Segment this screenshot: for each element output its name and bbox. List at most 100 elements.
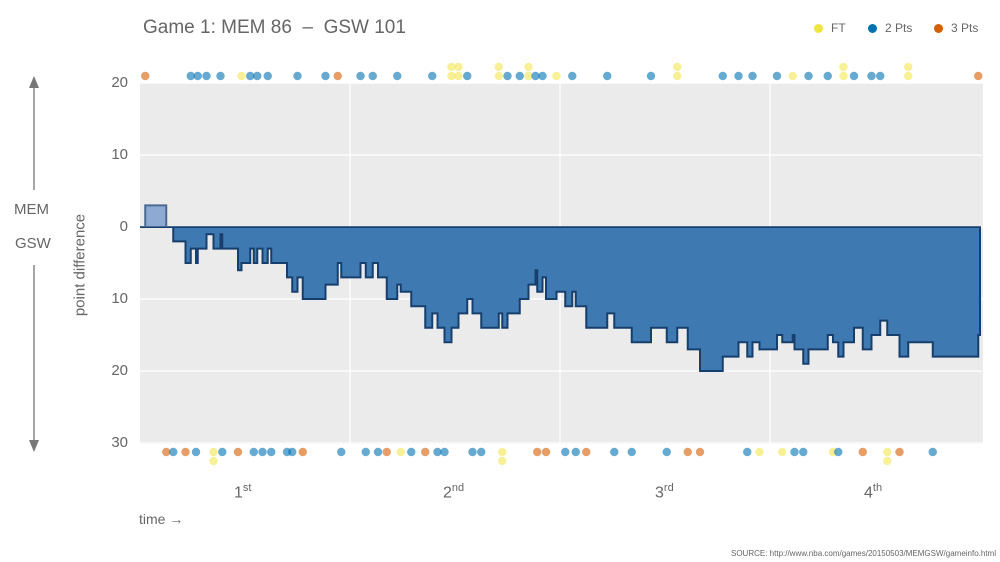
mem-score-ft-dot [552,71,561,81]
gsw-score-two-dot [433,447,442,457]
y-tick-label: 20 [111,362,128,379]
arrow-down-icon [29,440,39,452]
gsw-score-two-dot [407,447,416,457]
mem-score-ft-dot [673,71,682,81]
legend-item-ft: FT [814,21,846,35]
mem-score-ft-dot [494,71,503,81]
gsw-score-three-dot [162,447,171,457]
three-pts-legend-dot-icon [934,23,943,33]
legend-label: 2 Pts [885,21,913,35]
mem-score-two-dot [503,71,512,81]
mem-score-ft-dot [524,62,533,72]
mem-score-two-dot [253,71,262,81]
gsw-score-ft-dot [396,447,405,457]
gsw-score-ft-dot [883,456,892,466]
mem-score-ft-dot [237,71,246,81]
gsw-score-two-dot [790,447,799,457]
mem-score-ft-dot [454,71,463,81]
gsw-score-three-dot [683,447,692,457]
gsw-score-two-dot [249,447,258,457]
gsw-score-three-dot [298,447,307,457]
gsw-score-three-dot [421,447,430,457]
mem-score-two-dot [772,71,782,81]
mem-score-ft-dot [494,62,503,72]
mem-score-two-dot [867,71,876,81]
mem-score-two-dot [202,71,211,81]
y-axis-label: point difference [71,213,89,317]
gsw-score-two-dot [834,447,843,457]
mem-score-two-dot [515,71,524,81]
gsw-score-two-dot [218,447,227,457]
mem-score-ft-dot [904,71,913,81]
gsw-score-ft-dot [883,447,892,457]
gsw-score-two-dot [337,447,346,457]
mem-score-ft-dot [839,62,848,72]
two-pts-legend-dot-icon [868,23,877,33]
quarter-number: 4 [864,484,873,502]
mem-score-three-dot [333,71,342,81]
quarter-label-2: 2nd [443,482,464,502]
gsw-score-two-dot [258,447,267,457]
mem-score-two-dot [538,71,547,81]
gsw-score-two-dot [928,447,937,457]
legend-item-2pts: 2 Pts [868,21,912,35]
mem-score-two-dot [293,71,302,81]
mem-score-two-dot [718,71,727,81]
quarter-label-3: 3rd [655,482,674,502]
mem-score-two-dot [368,71,377,81]
y-tick-label: 20 [111,74,128,91]
mem-score-three-dot [141,71,150,81]
gsw-score-two-dot [191,447,201,457]
quarter-label-1: 1st [234,482,251,502]
gsw-lead-area [140,227,981,372]
mem-score-two-dot [646,71,656,81]
y-tick-label: 10 [111,290,128,307]
y-tick-label: 30 [111,434,128,451]
mem-score-three-dot [974,71,983,81]
mem-score-two-dot [428,71,437,81]
gsw-score-two-dot [440,447,449,457]
mem-score-ft-dot [454,62,463,72]
gsw-score-three-dot [533,447,542,457]
gsw-score-ft-dot [209,456,218,466]
mem-score-two-dot [849,71,859,81]
mem-score-ft-dot [447,62,456,72]
gsw-score-three-dot [181,447,190,457]
quarter-suffix: rd [663,482,674,494]
y-tick-label: 0 [119,218,128,235]
gsw-score-two-dot [799,447,808,457]
quarter-number: 2 [443,484,452,502]
mem-score-two-dot [748,71,757,81]
mem-score-ft-dot [524,71,533,81]
mem-score-ft-dot [904,62,913,72]
gsw-score-two-dot [610,447,619,457]
gsw-score-two-dot [361,447,370,457]
gsw-score-ft-dot [755,447,764,457]
gsw-score-three-dot [895,447,904,457]
ft-legend-dot-icon [814,23,823,33]
mem-score-two-dot [734,71,743,81]
gsw-score-three-dot [233,447,243,457]
mem-score-two-dot [393,71,402,81]
gsw-score-two-dot [468,447,477,457]
gsw-direction-label: GSW [15,235,51,252]
mem-score-two-dot [246,71,255,81]
chart-title: Game 1: MEM 86 – GSW 101 [143,17,406,38]
mem-score-two-dot [531,71,540,81]
gsw-score-three-dot [582,447,591,457]
legend-label: FT [831,21,846,35]
gsw-score-three-dot [541,447,551,457]
quarter-suffix: th [872,482,883,494]
gsw-score-two-dot [373,447,383,457]
mem-score-two-dot [804,71,813,81]
quarter-suffix: nd [451,482,465,494]
legend-item-3pts: 3 Pts [934,21,978,35]
gsw-score-ft-dot [778,447,787,457]
quarter-number: 1 [234,484,243,502]
gsw-score-ft-dot [498,447,507,457]
mem-score-two-dot [216,71,225,81]
mem-score-two-dot [263,71,272,81]
gsw-score-two-dot [571,447,580,457]
gsw-score-two-dot [561,447,570,457]
